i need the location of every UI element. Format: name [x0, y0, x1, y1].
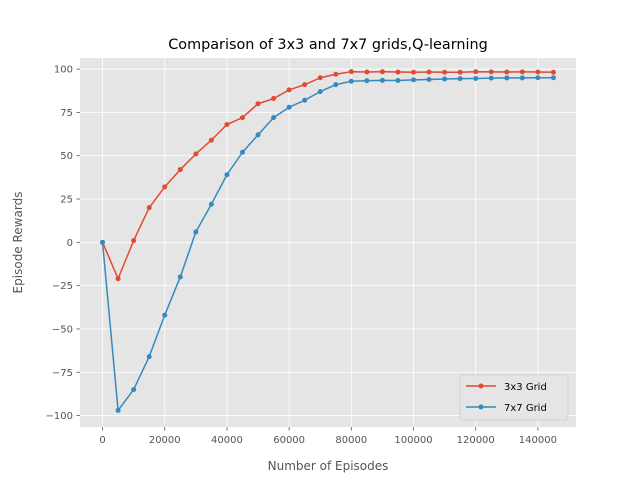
- data-point-3x3-grid: [131, 238, 137, 244]
- data-point-7x7-grid: [379, 77, 385, 83]
- data-point-3x3-grid: [224, 122, 230, 128]
- data-point-7x7-grid: [535, 75, 541, 81]
- x-tick-label: 120000: [457, 435, 495, 446]
- series-lines: [100, 69, 556, 413]
- data-point-7x7-grid: [411, 77, 417, 83]
- data-point-7x7-grid: [504, 75, 510, 81]
- y-tick-label: −25: [52, 281, 73, 292]
- legend-label-3x3: 3x3 Grid: [504, 382, 547, 393]
- data-point-7x7-grid: [177, 274, 183, 280]
- series-line-3x3-grid: [101, 70, 554, 280]
- data-point-7x7-grid: [193, 229, 199, 235]
- data-point-3x3-grid: [239, 115, 245, 121]
- data-point-7x7-grid: [426, 76, 432, 82]
- data-point-3x3-grid: [193, 151, 199, 157]
- data-point-7x7-grid: [224, 172, 230, 178]
- data-point-3x3-grid: [364, 69, 370, 75]
- data-point-3x3-grid: [348, 69, 354, 75]
- data-point-7x7-grid: [239, 149, 245, 155]
- data-point-7x7-grid: [100, 239, 106, 245]
- legend-marker-7x7: [478, 404, 484, 410]
- data-point-3x3-grid: [395, 69, 401, 75]
- x-tick-label: 80000: [335, 435, 367, 446]
- y-axis-label: Episode Rewards: [11, 192, 25, 294]
- data-point-7x7-grid: [131, 387, 137, 393]
- data-point-7x7-grid: [208, 201, 214, 207]
- y-tick-label: 50: [60, 151, 73, 162]
- data-point-7x7-grid: [146, 354, 152, 360]
- x-tick-label: 60000: [273, 435, 305, 446]
- x-tick-label: 0: [99, 435, 105, 446]
- data-point-7x7-grid: [348, 78, 354, 84]
- x-tick-label: 20000: [149, 435, 181, 446]
- data-point-3x3-grid: [488, 69, 494, 75]
- data-point-3x3-grid: [146, 205, 152, 211]
- x-tick-label: 40000: [211, 435, 243, 446]
- data-point-7x7-grid: [162, 312, 168, 318]
- data-point-3x3-grid: [457, 69, 463, 75]
- data-point-3x3-grid: [442, 69, 448, 75]
- data-point-3x3-grid: [379, 69, 385, 75]
- data-point-7x7-grid: [395, 78, 401, 84]
- y-tick-label: 25: [60, 195, 73, 206]
- data-point-3x3-grid: [411, 69, 417, 75]
- data-point-7x7-grid: [255, 132, 261, 138]
- data-point-3x3-grid: [255, 101, 261, 107]
- data-point-3x3-grid: [535, 69, 541, 75]
- y-tick-label: −100: [46, 411, 73, 422]
- series-line-7x7-grid: [101, 77, 554, 412]
- y-tick-label: −75: [52, 368, 73, 379]
- data-point-3x3-grid: [550, 69, 556, 75]
- y-tick-label: 75: [60, 108, 73, 119]
- y-tick-label: 0: [67, 238, 73, 249]
- data-point-3x3-grid: [162, 184, 168, 190]
- data-point-3x3-grid: [302, 82, 308, 88]
- data-point-7x7-grid: [333, 82, 339, 88]
- y-tick-label: 100: [54, 65, 73, 76]
- data-point-7x7-grid: [302, 97, 308, 103]
- data-point-7x7-grid: [519, 75, 525, 81]
- data-point-3x3-grid: [115, 276, 121, 282]
- chart-title: Comparison of 3x3 and 7x7 grids,Q-learni…: [168, 37, 488, 53]
- data-point-7x7-grid: [271, 115, 277, 121]
- data-point-3x3-grid: [286, 87, 292, 93]
- data-point-7x7-grid: [317, 89, 323, 95]
- legend-marker-3x3: [478, 383, 484, 389]
- data-point-7x7-grid: [473, 75, 479, 81]
- legend-label-7x7: 7x7 Grid: [504, 403, 547, 414]
- data-point-3x3-grid: [426, 69, 432, 75]
- data-point-7x7-grid: [286, 104, 292, 110]
- data-point-3x3-grid: [333, 71, 339, 77]
- data-point-7x7-grid: [457, 76, 463, 82]
- data-point-7x7-grid: [115, 407, 121, 413]
- data-point-7x7-grid: [488, 75, 494, 81]
- data-point-3x3-grid: [208, 137, 214, 143]
- data-point-3x3-grid: [504, 69, 510, 75]
- data-point-3x3-grid: [519, 69, 525, 75]
- data-point-3x3-grid: [317, 75, 323, 81]
- data-point-7x7-grid: [442, 76, 448, 82]
- data-point-7x7-grid: [550, 75, 556, 81]
- axis-ticks: 0 20000 40000 60000 80000 100000 120000 140000 −…: [46, 65, 557, 446]
- y-tick-label: −50: [52, 324, 73, 335]
- x-tick-label: 140000: [519, 435, 557, 446]
- data-point-3x3-grid: [473, 69, 479, 75]
- x-tick-label: 100000: [394, 435, 432, 446]
- x-axis-label: Number of Episodes: [268, 459, 389, 473]
- legend: 3x3 Grid 7x7 Grid: [459, 374, 569, 421]
- data-point-3x3-grid: [177, 167, 183, 173]
- data-point-7x7-grid: [364, 78, 370, 84]
- data-point-3x3-grid: [271, 96, 277, 102]
- grid-lines: [80, 58, 576, 427]
